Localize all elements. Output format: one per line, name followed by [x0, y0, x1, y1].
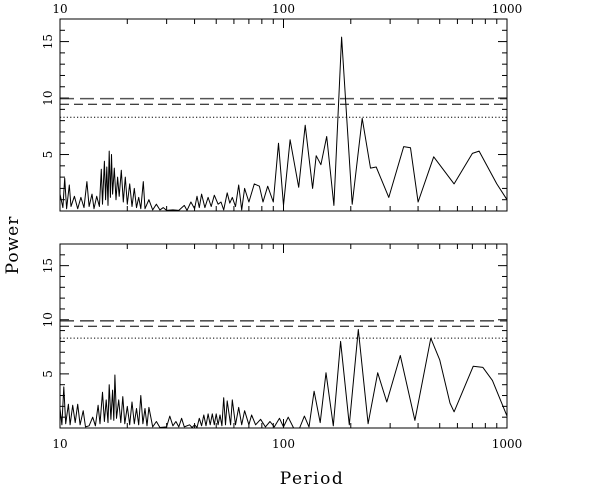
- y-tick-label: 5: [41, 370, 55, 378]
- y-tick-label: 5: [41, 151, 55, 159]
- x-tick-label: 10: [52, 2, 67, 16]
- x-axis-label: Period: [280, 469, 344, 489]
- x-tick-label: 1000: [492, 2, 523, 16]
- x-tick-label: 100: [272, 2, 295, 16]
- panel-top: 10 100 1000 5 10 15: [41, 2, 523, 212]
- x-tick-label: 10: [52, 437, 67, 451]
- power-series-line: [59, 329, 508, 429]
- panel-bottom: 10 100 1000 5 10 15: [41, 243, 523, 451]
- y-tick-label: 10: [41, 90, 55, 105]
- y-tick-label: 10: [41, 312, 55, 327]
- x-tick-label: 100: [272, 437, 295, 451]
- y-axis-label: Power: [3, 216, 23, 275]
- plot-frame: [59, 243, 508, 429]
- y-tick-label: 15: [41, 34, 55, 49]
- x-tick-label: 1000: [492, 437, 523, 451]
- y-tick-label: 15: [41, 258, 55, 273]
- power-series-line: [59, 36, 508, 211]
- plot-frame: [59, 18, 508, 212]
